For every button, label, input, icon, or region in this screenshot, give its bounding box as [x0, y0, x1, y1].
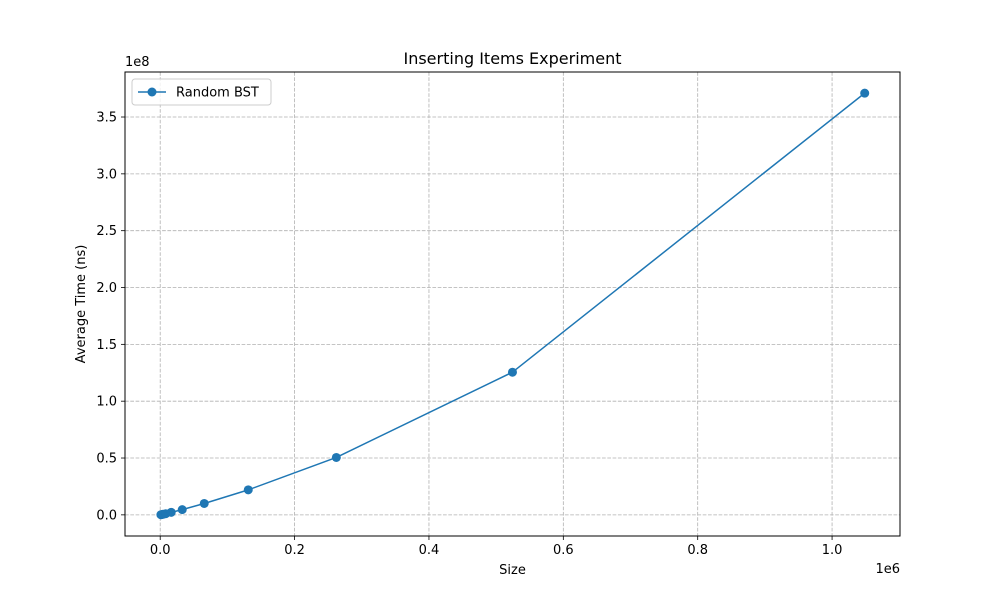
legend-label: Random BST	[176, 86, 259, 101]
legend-box	[131, 78, 272, 106]
grid	[125, 72, 900, 536]
x-tick-label: 0.0	[150, 543, 171, 558]
chart-title: Inserting Items Experiment	[403, 49, 621, 68]
x-axis-title: Size	[499, 563, 526, 578]
y-axis-offset-label: 1e8	[125, 55, 150, 70]
y-tick-label: 2.0	[96, 281, 117, 296]
x-axis-offset-label: 1e6	[875, 562, 900, 577]
data-point	[860, 88, 870, 98]
y-tick-label: 2.5	[96, 224, 117, 239]
plot-frame	[124, 71, 901, 537]
legend-marker	[147, 87, 157, 97]
x-tick-label: 0.4	[419, 543, 440, 558]
y-axis-title: Average Time (ns)	[74, 245, 89, 364]
y-tick-label: 3.5	[96, 111, 117, 126]
x-tick-label: 0.6	[553, 543, 574, 558]
y-tick-label: 1.0	[96, 395, 117, 410]
data-point	[243, 485, 253, 495]
series-layer	[156, 88, 870, 520]
ticks: 0.0 0.2 0.4 0.6 0.8 1.0 0.0 0.5 1.0 1.5 2.0 2.5 3.0 3…	[96, 111, 842, 558]
legend: Random BST	[131, 78, 272, 106]
data-point	[331, 452, 341, 462]
x-tick-label: 0.8	[687, 543, 708, 558]
data-point	[166, 507, 176, 517]
y-tick-label: 0.5	[96, 452, 117, 467]
y-tick-label: 3.0	[96, 167, 117, 182]
y-tick-label: 0.0	[96, 508, 117, 523]
data-point	[177, 505, 187, 515]
data-point	[507, 367, 517, 377]
x-tick-label: 1.0	[822, 543, 843, 558]
x-tick-label: 0.2	[284, 543, 305, 558]
data-point	[199, 498, 209, 508]
y-tick-label: 1.5	[96, 338, 117, 353]
